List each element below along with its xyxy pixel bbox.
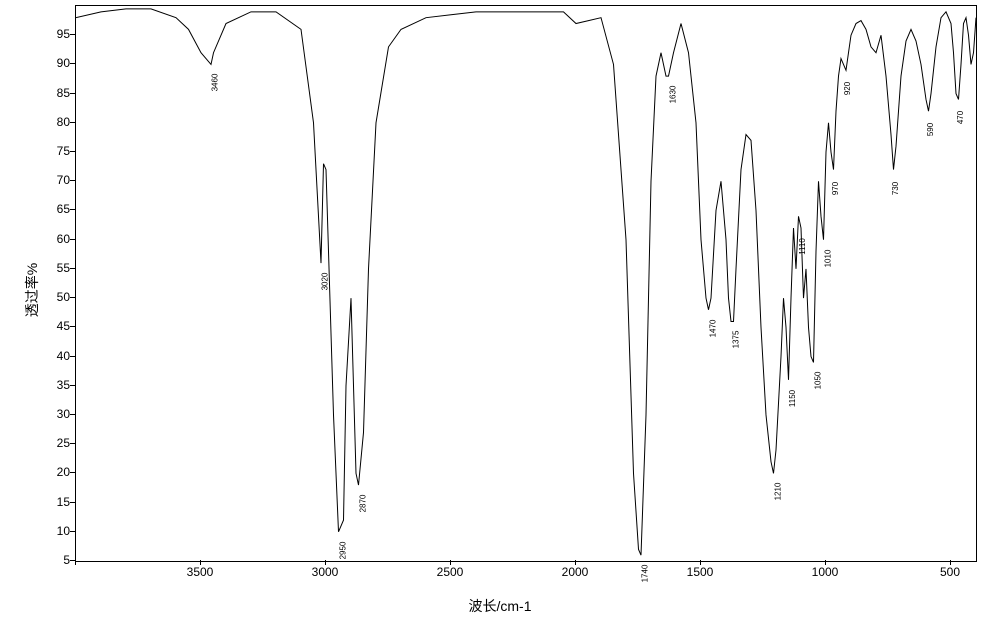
y-tick-label: 80 (57, 115, 70, 129)
x-tick-mark (575, 560, 576, 565)
peak-label: 590 (926, 123, 935, 136)
x-axis-label: 波长/cm-1 (469, 596, 532, 616)
y-tick-mark (70, 93, 75, 94)
y-tick-label: 70 (57, 173, 70, 187)
x-tick-mark (75, 560, 76, 565)
y-tick-mark (70, 414, 75, 415)
x-tick-label: 1000 (812, 565, 839, 579)
y-tick-mark (70, 268, 75, 269)
y-tick-label: 60 (57, 232, 70, 246)
x-tick-label: 2500 (437, 565, 464, 579)
peak-label: 3020 (320, 273, 329, 291)
y-tick-label: 15 (57, 495, 70, 509)
y-tick-mark (70, 34, 75, 35)
y-tick-label: 10 (57, 524, 70, 538)
y-tick-label: 35 (57, 378, 70, 392)
peak-label: 1050 (813, 372, 822, 390)
y-tick-mark (70, 180, 75, 181)
y-tick-mark (70, 385, 75, 386)
x-tick-mark (200, 560, 201, 565)
y-axis-label: 透过率% (22, 263, 42, 317)
x-tick-label: 3500 (187, 565, 214, 579)
y-tick-mark (70, 151, 75, 152)
peak-label: 1375 (732, 331, 741, 349)
y-tick-label: 25 (57, 436, 70, 450)
y-tick-mark (70, 531, 75, 532)
y-tick-mark (70, 356, 75, 357)
x-tick-mark (825, 560, 826, 565)
y-tick-mark (70, 326, 75, 327)
y-tick-label: 90 (57, 56, 70, 70)
y-tick-mark (70, 63, 75, 64)
x-tick-label: 500 (940, 565, 960, 579)
y-tick-mark (70, 209, 75, 210)
y-tick-mark (70, 502, 75, 503)
y-tick-mark (70, 239, 75, 240)
y-tick-label: 95 (57, 27, 70, 41)
x-tick-label: 3000 (312, 565, 339, 579)
peak-label: 1010 (823, 249, 832, 267)
peak-label: 470 (956, 111, 965, 124)
x-tick-mark (950, 560, 951, 565)
peak-label: 1150 (788, 390, 797, 407)
peak-label: 920 (843, 82, 852, 95)
peak-label: 1110 (797, 238, 806, 255)
y-tick-label: 40 (57, 349, 70, 363)
peak-label: 1630 (668, 86, 677, 104)
peak-label: 3460 (210, 74, 219, 92)
x-tick-label: 2000 (562, 565, 589, 579)
y-tick-label: 30 (57, 407, 70, 421)
peak-label: 2870 (358, 495, 367, 513)
peak-label: 1740 (640, 565, 649, 583)
peak-label: 2950 (338, 541, 347, 559)
x-tick-mark (325, 560, 326, 565)
y-tick-label: 85 (57, 86, 70, 100)
y-tick-mark (70, 472, 75, 473)
y-tick-label: 5 (63, 553, 70, 567)
y-tick-label: 45 (57, 319, 70, 333)
peak-label: 1470 (708, 319, 717, 337)
y-tick-label: 50 (57, 290, 70, 304)
peak-label: 730 (891, 181, 900, 194)
y-tick-mark (70, 122, 75, 123)
y-tick-label: 20 (57, 465, 70, 479)
ir-spectrum-chart: 透过率% 波长/cm-1 5 10 15 20 25 30 35 40 45 50 55 60 65 70… (0, 0, 1000, 618)
y-tick-mark (70, 297, 75, 298)
y-tick-label: 55 (57, 261, 70, 275)
peak-label: 1210 (773, 483, 782, 501)
y-tick-mark (70, 443, 75, 444)
y-tick-label: 75 (57, 144, 70, 158)
x-tick-label: 1500 (687, 565, 714, 579)
x-tick-mark (700, 560, 701, 565)
y-tick-label: 65 (57, 202, 70, 216)
peak-label: 970 (831, 181, 840, 194)
x-tick-mark (450, 560, 451, 565)
